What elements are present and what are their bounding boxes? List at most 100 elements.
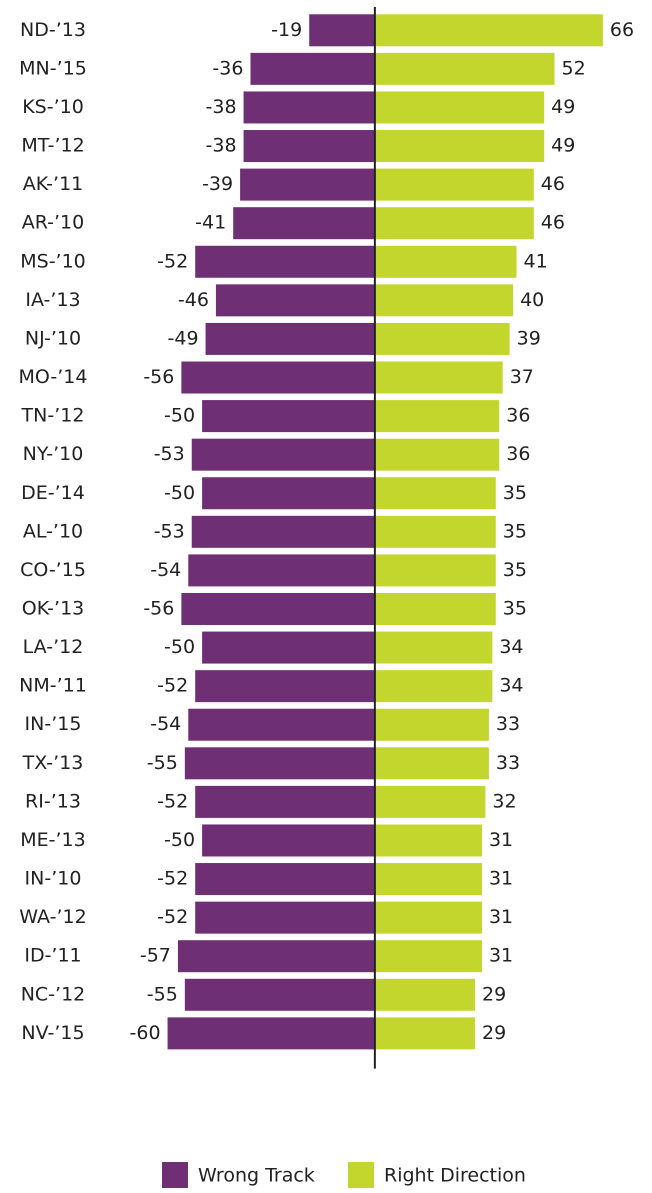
value-label: 36: [506, 405, 530, 427]
legend-swatch: [348, 1162, 374, 1188]
bar: [374, 670, 493, 703]
value-label: 33: [496, 713, 520, 735]
category-label: ID-’11: [24, 945, 81, 967]
bar: [195, 785, 375, 818]
category-label: ME-’13: [20, 829, 85, 851]
category-label: NC-’12: [21, 983, 86, 1005]
bar: [215, 284, 375, 317]
category-label: IA-’13: [25, 289, 80, 311]
bar: [374, 400, 500, 433]
value-label: -52: [157, 906, 188, 928]
bar: [374, 284, 514, 317]
bar: [374, 322, 510, 355]
bar: [205, 322, 375, 355]
value-label: -50: [164, 482, 195, 504]
value-label: 52: [562, 57, 586, 79]
value-label: 33: [496, 752, 520, 774]
value-label: 34: [499, 675, 523, 697]
legend-label: Right Direction: [384, 1165, 526, 1187]
bar: [374, 631, 493, 664]
value-label: 31: [489, 906, 513, 928]
value-label: 35: [503, 597, 527, 619]
category-label: OK-’13: [22, 597, 85, 619]
value-label: 41: [524, 250, 548, 272]
value-label: -52: [157, 790, 188, 812]
bar: [181, 592, 375, 625]
value-label: 39: [517, 327, 541, 349]
value-label: -57: [140, 945, 171, 967]
value-label: 37: [510, 366, 534, 388]
bar: [233, 207, 375, 240]
bar: [202, 400, 375, 433]
category-label: NV-’15: [21, 1022, 84, 1044]
bar: [181, 361, 375, 394]
category-label: CO-’15: [20, 559, 86, 581]
bar: [191, 515, 375, 548]
category-label: AK-’11: [23, 173, 84, 195]
value-label: -54: [150, 559, 181, 581]
bar: [188, 708, 375, 741]
value-label: 34: [499, 636, 523, 658]
bar: [309, 14, 375, 47]
value-label: -52: [157, 675, 188, 697]
category-label: AL-’10: [23, 520, 83, 542]
category-label: KS-’10: [22, 96, 84, 118]
category-label: MO-’14: [19, 366, 88, 388]
category-label: MN-’15: [19, 57, 87, 79]
bar: [374, 824, 482, 857]
value-label: 40: [520, 289, 544, 311]
bar: [374, 91, 545, 124]
category-label: LA-’12: [23, 636, 84, 658]
bar: [240, 168, 375, 201]
bar: [374, 708, 489, 741]
bar: [374, 901, 482, 934]
bar: [374, 554, 496, 587]
bar: [374, 592, 496, 625]
category-label: RI-’13: [25, 790, 81, 812]
bar: [374, 207, 534, 240]
value-label: 35: [503, 482, 527, 504]
value-label: -46: [178, 289, 209, 311]
category-label: AR-’10: [22, 212, 85, 234]
bar: [374, 168, 534, 201]
value-label: -38: [206, 96, 237, 118]
bar: [167, 1017, 375, 1050]
bar: [195, 670, 375, 703]
value-label: -55: [147, 752, 178, 774]
value-label: 31: [489, 829, 513, 851]
value-label: 32: [492, 790, 516, 812]
value-label: -41: [195, 212, 226, 234]
value-label: 46: [541, 173, 565, 195]
bar: [184, 978, 375, 1011]
bar: [195, 863, 375, 896]
value-label: -55: [147, 983, 178, 1005]
bar: [177, 940, 375, 973]
category-label: DE-’14: [21, 482, 85, 504]
bar: [374, 477, 496, 510]
bar: [374, 747, 489, 780]
value-label: 36: [506, 443, 530, 465]
category-label: WA-’12: [19, 906, 86, 928]
category-label: TX-’13: [22, 752, 84, 774]
category-label: IN-’15: [25, 713, 82, 735]
value-label: -52: [157, 868, 188, 890]
value-label: 49: [551, 96, 575, 118]
bar: [374, 361, 503, 394]
value-label: -53: [154, 520, 185, 542]
value-label: -19: [271, 19, 302, 41]
bar: [374, 515, 496, 548]
legend-swatch: [162, 1162, 188, 1188]
bar: [184, 747, 375, 780]
value-label: 31: [489, 945, 513, 967]
value-label: -56: [143, 597, 174, 619]
value-label: -50: [164, 405, 195, 427]
value-label: -49: [168, 327, 199, 349]
bar: [374, 14, 603, 47]
value-label: -53: [154, 443, 185, 465]
category-label: IN-’10: [25, 868, 82, 890]
bar: [188, 554, 375, 587]
value-label: -50: [164, 636, 195, 658]
bar: [250, 52, 375, 85]
bar: [374, 52, 555, 85]
